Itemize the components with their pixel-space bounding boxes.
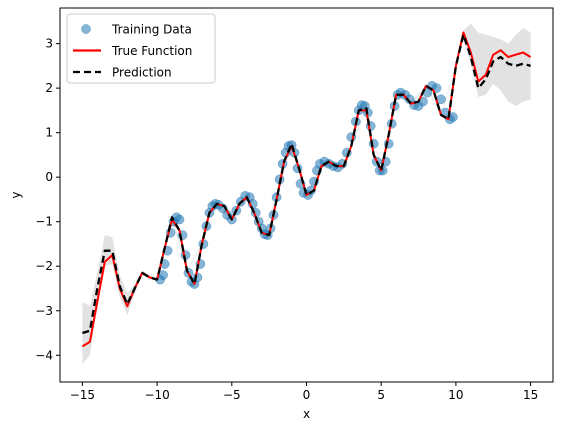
x-tick-label: 0: [303, 388, 311, 402]
x-tick-label: −10: [144, 388, 169, 402]
x-tick-label: −15: [70, 388, 95, 402]
lines-layer: [81, 31, 532, 348]
y-tick-label: −4: [35, 348, 53, 362]
legend-marker-training-data: [81, 24, 91, 34]
y-tick-label: −1: [35, 215, 53, 229]
y-tick-label: 1: [45, 126, 53, 140]
y-tick-label: 3: [45, 37, 53, 51]
y-axis-label: y: [9, 191, 23, 198]
legend-label: True Function: [111, 44, 192, 58]
legend-label: Training Data: [111, 23, 192, 37]
uncertainty-band: [82, 23, 531, 365]
x-tick-label: −5: [223, 388, 241, 402]
x-tick-label: 5: [377, 388, 385, 402]
y-tick-label: −3: [35, 304, 53, 318]
legend-box: [66, 13, 216, 84]
training-data-layer: [155, 81, 458, 289]
x-axis-ticks: −15 −10 −5 0 5 10 15: [70, 382, 538, 402]
training-data-point: [174, 214, 185, 225]
y-tick-label: −2: [35, 259, 53, 273]
x-tick-label: 15: [523, 388, 538, 402]
x-tick-label: 10: [448, 388, 463, 402]
y-axis-ticks: −4 −3 −2 −1 0 1 2 3: [35, 37, 60, 362]
y-tick-label: 2: [45, 81, 53, 95]
uncertainty-band-layer: [82, 23, 531, 365]
y-tick-label: 0: [45, 170, 53, 184]
x-axis-label: x: [303, 407, 310, 421]
prediction-line: [82, 33, 531, 335]
legend-label: Prediction: [112, 66, 172, 80]
legend: Training Data True Function Prediction: [66, 13, 216, 84]
